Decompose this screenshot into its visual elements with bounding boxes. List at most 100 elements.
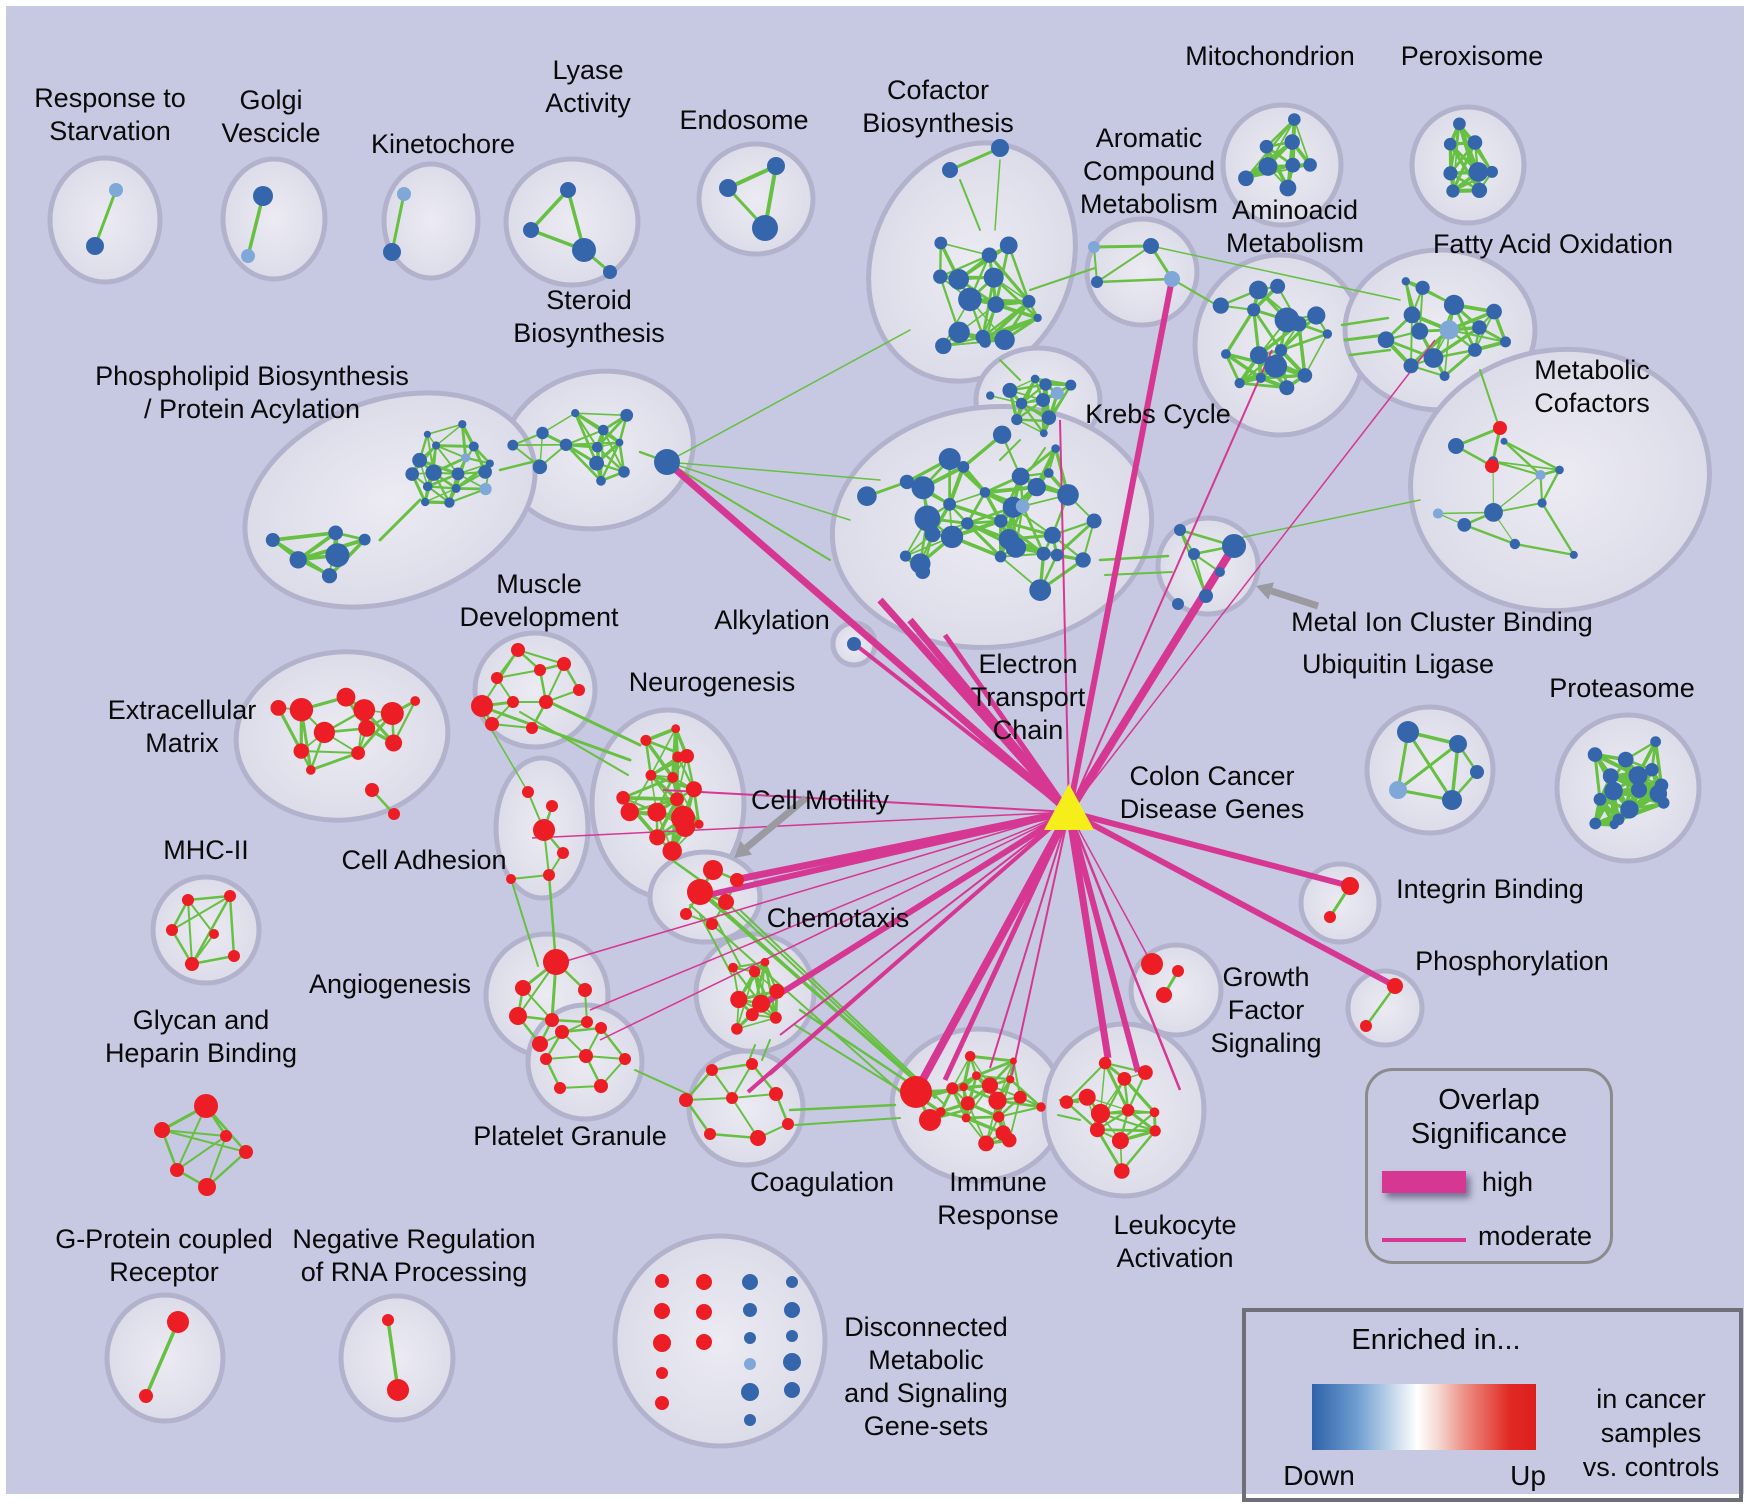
high-significance-swatch bbox=[1382, 1171, 1466, 1193]
gene-set-node bbox=[571, 409, 580, 418]
gene-set-node bbox=[942, 162, 958, 178]
gene-set-node bbox=[958, 287, 982, 312]
gene-set-node bbox=[325, 543, 350, 568]
gene-set-edge bbox=[1020, 402, 1045, 434]
gene-set-node bbox=[422, 481, 433, 492]
green-link-edge bbox=[666, 461, 881, 481]
gene-set-node bbox=[742, 1274, 758, 1290]
gene-set-node bbox=[1002, 382, 1018, 398]
gene-set-node bbox=[1111, 1132, 1129, 1150]
cluster-label-muscle-development: Muscle bbox=[496, 569, 582, 599]
gene-set-edge bbox=[1224, 352, 1262, 380]
gene-set-node bbox=[1468, 343, 1482, 357]
gene-set-edge bbox=[951, 1055, 971, 1089]
gene-set-node bbox=[1493, 421, 1507, 435]
cluster-ellipse-peroxisome bbox=[1409, 104, 1527, 226]
gene-set-node bbox=[594, 1079, 608, 1093]
green-link-edge bbox=[634, 1069, 691, 1096]
gene-set-node bbox=[782, 1118, 794, 1130]
overlap-edge bbox=[1066, 278, 1175, 813]
gene-set-node bbox=[1149, 1125, 1161, 1137]
overlap-edge bbox=[1068, 339, 1436, 813]
gene-set-node bbox=[573, 684, 585, 696]
high-significance-label: high bbox=[1482, 1167, 1534, 1197]
side-note-line3: vs. controls bbox=[1582, 1452, 1720, 1482]
gene-set-node bbox=[1030, 374, 1040, 384]
gene-set-node bbox=[1467, 135, 1483, 150]
gene-set-node bbox=[1620, 800, 1639, 819]
gene-set-node bbox=[1291, 316, 1307, 332]
gene-set-node bbox=[1500, 437, 1508, 445]
gene-set-edge bbox=[171, 895, 231, 931]
gene-set-edge bbox=[976, 1074, 1011, 1081]
green-link-edge bbox=[1098, 554, 1170, 562]
gene-set-edge bbox=[1239, 381, 1287, 390]
cluster-label-colon-cancer-disease-genes: Disease Genes bbox=[1120, 794, 1305, 824]
gene-set-node bbox=[786, 1330, 798, 1342]
gene-set-node bbox=[1486, 303, 1502, 320]
gene-set-edge bbox=[708, 1132, 760, 1140]
enrichment-down-label: Down bbox=[1283, 1460, 1355, 1491]
gene-set-node bbox=[1086, 513, 1102, 529]
gene-set-node bbox=[596, 475, 606, 486]
gene-set-edge bbox=[276, 707, 303, 752]
cluster-label-extracellular-matrix: Matrix bbox=[145, 728, 219, 758]
gene-set-node bbox=[961, 1113, 971, 1123]
enrichment-gradient-bar bbox=[1312, 1384, 1536, 1450]
cluster-nodes bbox=[86, 113, 1670, 1426]
cluster-label-negative-regulation-rna: Negative Regulation bbox=[292, 1224, 535, 1254]
gene-set-edge bbox=[1103, 1062, 1130, 1111]
gene-set-edge bbox=[1396, 742, 1460, 792]
cluster-label-colon-cancer-disease-genes: Colon Cancer bbox=[1129, 761, 1294, 791]
gene-set-edge bbox=[517, 649, 565, 665]
gene-set-node bbox=[595, 1022, 607, 1034]
gene-set-edge bbox=[186, 894, 232, 902]
cluster-label-alkylation: Alkylation bbox=[714, 605, 830, 635]
gene-set-node bbox=[687, 879, 713, 905]
overlap-edge bbox=[1059, 419, 1070, 813]
gene-set-edge bbox=[988, 254, 1031, 303]
cluster-label-steroid-biosynthesis: Steroid bbox=[546, 285, 632, 315]
gene-set-edge bbox=[1364, 984, 1397, 1028]
gene-set-edge bbox=[602, 429, 625, 473]
gene-set-node bbox=[935, 337, 952, 355]
gene-set-edge bbox=[599, 441, 621, 482]
cluster-label-aminoacid-metabolism: Metabolism bbox=[1226, 228, 1364, 258]
gene-set-node bbox=[543, 869, 555, 881]
gene-set-node bbox=[1015, 397, 1028, 410]
cluster-ellipse-endosome bbox=[696, 141, 816, 257]
gene-set-node bbox=[746, 1058, 758, 1070]
gene-set-node bbox=[166, 924, 178, 936]
gene-set-edge bbox=[599, 1026, 627, 1061]
overlap-edge bbox=[662, 789, 1070, 813]
gene-set-edge bbox=[435, 444, 467, 459]
gene-set-node bbox=[769, 1011, 782, 1024]
gene-set-node bbox=[1212, 297, 1229, 314]
gene-set-node bbox=[1387, 978, 1403, 994]
cluster-ellipse-golgi-vescicle bbox=[220, 156, 328, 282]
gene-set-node bbox=[1029, 579, 1052, 601]
gene-set-node bbox=[1628, 766, 1648, 786]
gene-set-node bbox=[1039, 429, 1048, 438]
gene-set-node bbox=[1051, 444, 1060, 453]
overlap-edge bbox=[850, 640, 1071, 814]
gene-set-node bbox=[167, 1311, 189, 1333]
gene-set-node bbox=[451, 483, 461, 493]
gene-set-node bbox=[578, 983, 592, 997]
gene-set-node bbox=[1403, 306, 1421, 324]
gene-set-node bbox=[365, 783, 379, 797]
gene-set-node bbox=[241, 249, 255, 263]
gene-set-node bbox=[306, 765, 316, 775]
gene-set-edge bbox=[1653, 741, 1664, 786]
gene-set-node bbox=[1078, 1088, 1096, 1106]
gene-set-node bbox=[655, 1396, 669, 1410]
gene-set-node bbox=[1039, 378, 1052, 391]
gene-set-node bbox=[1303, 158, 1317, 172]
gene-set-node bbox=[1472, 320, 1487, 335]
overlap-edge bbox=[1068, 811, 1153, 965]
cluster-ellipse-electron-transport-chain bbox=[829, 403, 1155, 651]
gene-set-edge bbox=[575, 412, 627, 417]
gene-set-node bbox=[647, 802, 667, 822]
gene-set-node bbox=[1164, 271, 1180, 287]
gene-set-node bbox=[1443, 137, 1457, 151]
